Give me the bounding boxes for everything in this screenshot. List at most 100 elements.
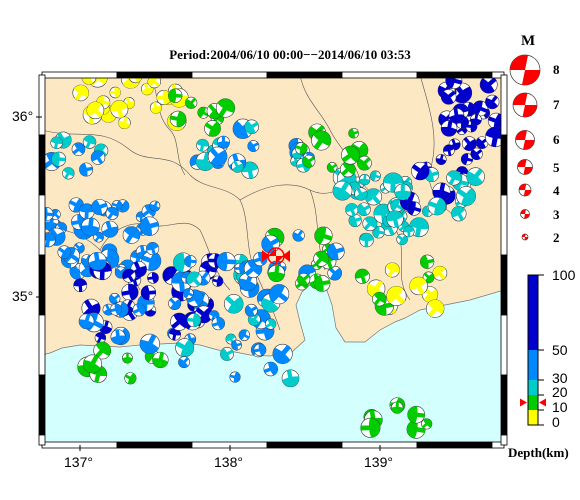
beachball-symbol (140, 285, 157, 301)
beachball-symbol (139, 333, 160, 354)
beachball-symbol (372, 291, 387, 307)
beachball-symbol (422, 271, 435, 284)
beachball-symbol (264, 318, 277, 330)
beachball-symbol (460, 153, 474, 166)
beachball-symbol (168, 297, 182, 310)
beachball-symbol (297, 272, 311, 286)
beachball-symbol (88, 251, 107, 271)
latest-quake-marker (262, 247, 290, 265)
frame-bar-segment (416, 71, 493, 79)
beachball-symbol (345, 203, 359, 217)
beachball-symbol (382, 172, 404, 193)
beachball-symbol (110, 100, 129, 119)
beachball-symbol (93, 231, 104, 243)
mag-label-2: 2 (553, 230, 560, 245)
frame-bar-segment (500, 74, 508, 136)
beachball-symbol (448, 108, 465, 124)
beachball-symbol (348, 127, 359, 139)
frame-bar-segment (116, 441, 193, 449)
depth-legend-title: Depth(km) (508, 445, 569, 460)
beachball-symbol (326, 162, 338, 173)
beachball-symbol (231, 160, 244, 173)
beachball-symbol (253, 343, 267, 357)
beachball-symbol (124, 372, 137, 385)
depth-label-20: 20 (552, 384, 568, 400)
depth-colorbar-segment (528, 380, 538, 395)
beachball-symbol (216, 252, 236, 272)
frame-bar-segment (191, 71, 268, 79)
magnitude-legend-symbol (515, 130, 535, 150)
beachball-symbol (425, 299, 445, 318)
beachball-symbol (78, 203, 95, 220)
beachball-symbol (461, 136, 477, 152)
beachball-symbol (364, 188, 383, 206)
beachball-symbol (234, 262, 246, 275)
beachball-symbol (169, 110, 187, 128)
lon-label-139: 139° (364, 454, 393, 470)
frame-bar-segment (38, 374, 46, 436)
earthquake-markers (42, 75, 504, 439)
beachball-symbol (359, 174, 371, 186)
beachball-symbol (479, 75, 498, 94)
beachball-symbol (485, 126, 504, 148)
beachball-symbol (91, 198, 108, 216)
page-title: Period:2004/06/10 00:00−−2014/06/10 03:5… (169, 47, 411, 62)
beachball-symbol (121, 283, 139, 301)
beachball-symbol (403, 225, 415, 238)
depth-colorbar-segment (528, 395, 538, 410)
beachball-symbol (231, 339, 242, 351)
frame-bar-segment (38, 254, 46, 316)
frame-bar-segment (38, 314, 46, 376)
beachball-symbol (443, 144, 455, 157)
beachball-symbol (82, 135, 97, 149)
beachball-symbol (101, 220, 119, 238)
beachball-symbol (391, 401, 404, 414)
beachball-symbol (470, 147, 483, 161)
beachball-symbol (446, 170, 462, 186)
beachball-symbol (173, 252, 194, 273)
beachball-symbol (339, 161, 356, 178)
depth-label-50: 50 (552, 342, 568, 358)
mag-label-7: 7 (553, 97, 560, 112)
beachball-symbol (109, 303, 122, 316)
beachball-symbol (475, 136, 489, 149)
beachball-symbol (369, 170, 381, 182)
beachball-symbol (269, 284, 290, 305)
beachball-symbol (141, 250, 162, 271)
beachball-symbol (359, 232, 374, 248)
beachball-symbol (396, 233, 408, 246)
beachball-symbol (79, 162, 94, 177)
beachball-symbol (186, 271, 203, 288)
beachball-symbol (207, 146, 228, 167)
beachball-symbol (292, 229, 305, 242)
beachball-symbol (196, 138, 209, 152)
frame-bar-segment (341, 71, 418, 79)
beachball-symbol (170, 312, 189, 331)
beachball-symbol (407, 405, 426, 424)
beachball-symbol (211, 316, 225, 331)
beachball-symbol (327, 265, 343, 281)
beachball-symbol (175, 338, 195, 358)
frame-bar-segment (500, 374, 508, 436)
beachball-symbol (451, 205, 467, 222)
beachball-symbol (360, 417, 381, 438)
magnitude-legend-symbol (509, 54, 541, 86)
beachball-symbol (132, 303, 146, 317)
beachball-symbol (435, 154, 447, 165)
beachball-symbol (272, 343, 293, 364)
beachball-symbol (139, 216, 160, 236)
beachball-symbol (147, 272, 159, 284)
beachball-symbol (420, 254, 435, 269)
beachball-symbol (386, 285, 407, 306)
beachball-symbol (215, 98, 236, 118)
mag-label-4: 4 (553, 183, 560, 198)
beachball-symbol (149, 200, 161, 212)
beachball-symbol (244, 303, 258, 317)
beachball-symbol (50, 136, 63, 149)
beachball-symbol (244, 119, 259, 135)
beachball-symbol (238, 329, 251, 341)
magnitude-legend-title: M (521, 33, 536, 49)
beachball-symbol (83, 354, 102, 374)
beachball-symbol (362, 216, 378, 232)
beachball-symbol (327, 242, 345, 261)
